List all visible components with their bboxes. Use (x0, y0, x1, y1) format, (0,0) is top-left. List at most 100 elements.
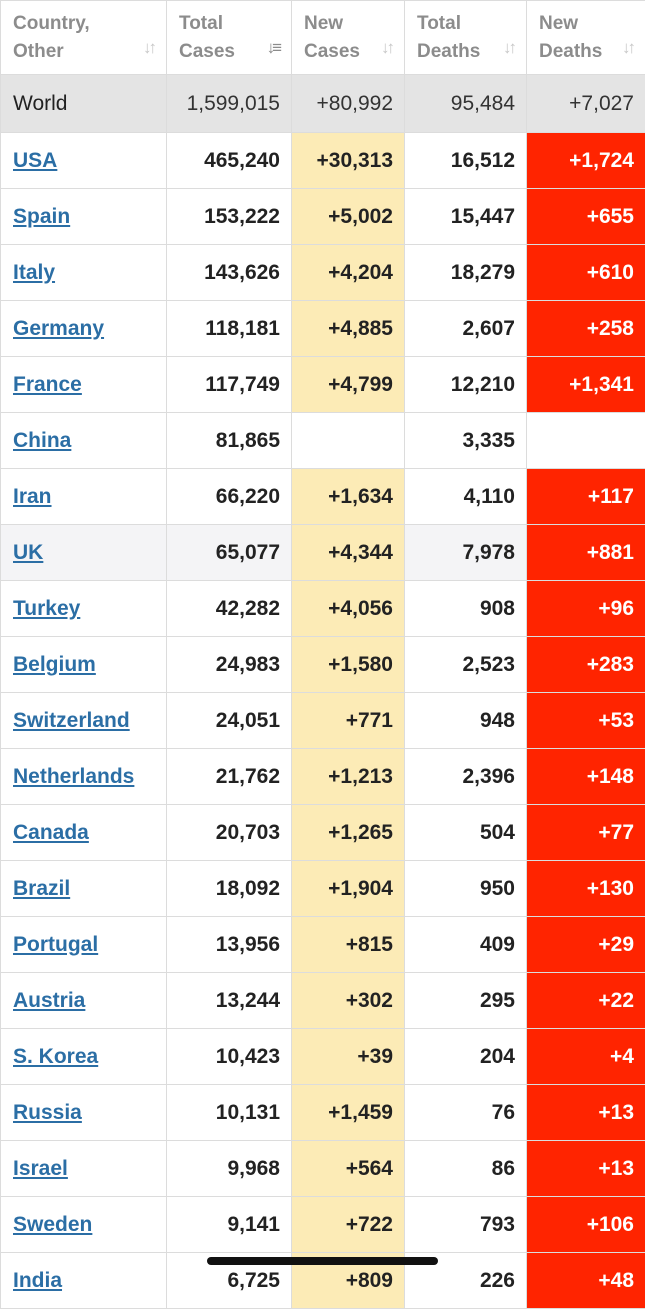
new-deaths-cell (527, 413, 645, 469)
total-deaths-cell: 76 (405, 1085, 527, 1141)
total-cases-cell: 13,244 (167, 973, 292, 1029)
total-cases-cell: 10,131 (167, 1085, 292, 1141)
country-link[interactable]: Netherlands (13, 765, 134, 788)
country-link[interactable]: Germany (13, 317, 104, 340)
world-new-cases: +80,992 (292, 75, 405, 133)
country-link[interactable]: USA (13, 149, 57, 172)
country-link[interactable]: Austria (13, 989, 85, 1012)
total-deaths-cell: 793 (405, 1197, 527, 1253)
total-cases-cell: 66,220 (167, 469, 292, 525)
total-deaths-cell: 16,512 (405, 133, 527, 189)
country-cell: USA (1, 133, 167, 189)
new-cases-cell: +722 (292, 1197, 405, 1253)
country-link[interactable]: Belgium (13, 653, 96, 676)
world-total-deaths: 95,484 (405, 75, 527, 133)
total-deaths-cell: 86 (405, 1141, 527, 1197)
total-cases-cell: 20,703 (167, 805, 292, 861)
country-link[interactable]: China (13, 429, 71, 452)
new-deaths-cell: +106 (527, 1197, 645, 1253)
country-link[interactable]: Canada (13, 821, 89, 844)
country-cell: Germany (1, 301, 167, 357)
country-link[interactable]: France (13, 373, 82, 396)
column-header-new-cases[interactable]: New Cases ↓↑ (292, 1, 405, 75)
world-label: World (1, 75, 167, 133)
new-cases-cell: +1,459 (292, 1085, 405, 1141)
new-cases-cell: +39 (292, 1029, 405, 1085)
country-link[interactable]: Spain (13, 205, 70, 228)
new-cases-cell (292, 413, 405, 469)
column-header-country[interactable]: Country, Other ↓↑ (1, 1, 167, 75)
country-link[interactable]: Portugal (13, 933, 98, 956)
total-deaths-cell: 12,210 (405, 357, 527, 413)
country-link[interactable]: Israel (13, 1157, 68, 1180)
country-link[interactable]: Italy (13, 261, 55, 284)
country-link[interactable]: Brazil (13, 877, 70, 900)
country-cell: UK (1, 525, 167, 581)
total-cases-cell: 153,222 (167, 189, 292, 245)
column-header-total-cases[interactable]: Total Cases ↓≡ (167, 1, 292, 75)
new-cases-cell: +5,002 (292, 189, 405, 245)
new-cases-cell: +815 (292, 917, 405, 973)
country-cell: Belgium (1, 637, 167, 693)
sort-arrows-icon[interactable]: ↓↑ (503, 34, 514, 62)
sort-arrows-icon[interactable]: ↓↑ (143, 34, 154, 62)
column-header-total-deaths[interactable]: Total Deaths ↓↑ (405, 1, 527, 75)
country-cell: Sweden (1, 1197, 167, 1253)
sort-arrows-icon[interactable]: ↓↑ (381, 34, 392, 62)
country-link[interactable]: Switzerland (13, 709, 130, 732)
country-link[interactable]: India (13, 1269, 62, 1292)
country-cell: India (1, 1253, 167, 1309)
country-cell: Israel (1, 1141, 167, 1197)
new-cases-cell: +30,313 (292, 133, 405, 189)
home-indicator[interactable] (207, 1257, 438, 1265)
new-deaths-cell: +13 (527, 1141, 645, 1197)
total-deaths-cell: 204 (405, 1029, 527, 1085)
country-link[interactable]: UK (13, 541, 43, 564)
new-cases-cell: +564 (292, 1141, 405, 1197)
new-deaths-cell: +96 (527, 581, 645, 637)
new-cases-cell: +4,056 (292, 581, 405, 637)
new-deaths-cell: +148 (527, 749, 645, 805)
country-link[interactable]: Turkey (13, 597, 80, 620)
new-deaths-cell: +1,724 (527, 133, 645, 189)
column-header-new-deaths[interactable]: New Deaths ↓↑ (527, 1, 645, 75)
total-deaths-cell: 2,607 (405, 301, 527, 357)
new-cases-cell: +1,634 (292, 469, 405, 525)
total-cases-cell: 465,240 (167, 133, 292, 189)
country-cell: Iran (1, 469, 167, 525)
world-new-deaths: +7,027 (527, 75, 645, 133)
country-cell: Austria (1, 973, 167, 1029)
total-deaths-cell: 4,110 (405, 469, 527, 525)
new-deaths-cell: +117 (527, 469, 645, 525)
total-deaths-cell: 2,396 (405, 749, 527, 805)
new-cases-cell: +4,204 (292, 245, 405, 301)
country-link[interactable]: S. Korea (13, 1045, 98, 1068)
new-cases-cell: +4,799 (292, 357, 405, 413)
total-cases-cell: 13,956 (167, 917, 292, 973)
new-deaths-cell: +4 (527, 1029, 645, 1085)
new-deaths-cell: +283 (527, 637, 645, 693)
country-link[interactable]: Iran (13, 485, 52, 508)
new-cases-cell: +1,213 (292, 749, 405, 805)
sort-descending-icon[interactable]: ↓≡ (267, 34, 279, 62)
total-cases-cell: 24,983 (167, 637, 292, 693)
new-deaths-cell: +29 (527, 917, 645, 973)
sort-arrows-icon[interactable]: ↓↑ (622, 34, 633, 62)
new-deaths-cell: +655 (527, 189, 645, 245)
new-cases-cell: +4,344 (292, 525, 405, 581)
country-link[interactable]: Russia (13, 1101, 82, 1124)
country-cell: S. Korea (1, 1029, 167, 1085)
country-link[interactable]: Sweden (13, 1213, 92, 1236)
